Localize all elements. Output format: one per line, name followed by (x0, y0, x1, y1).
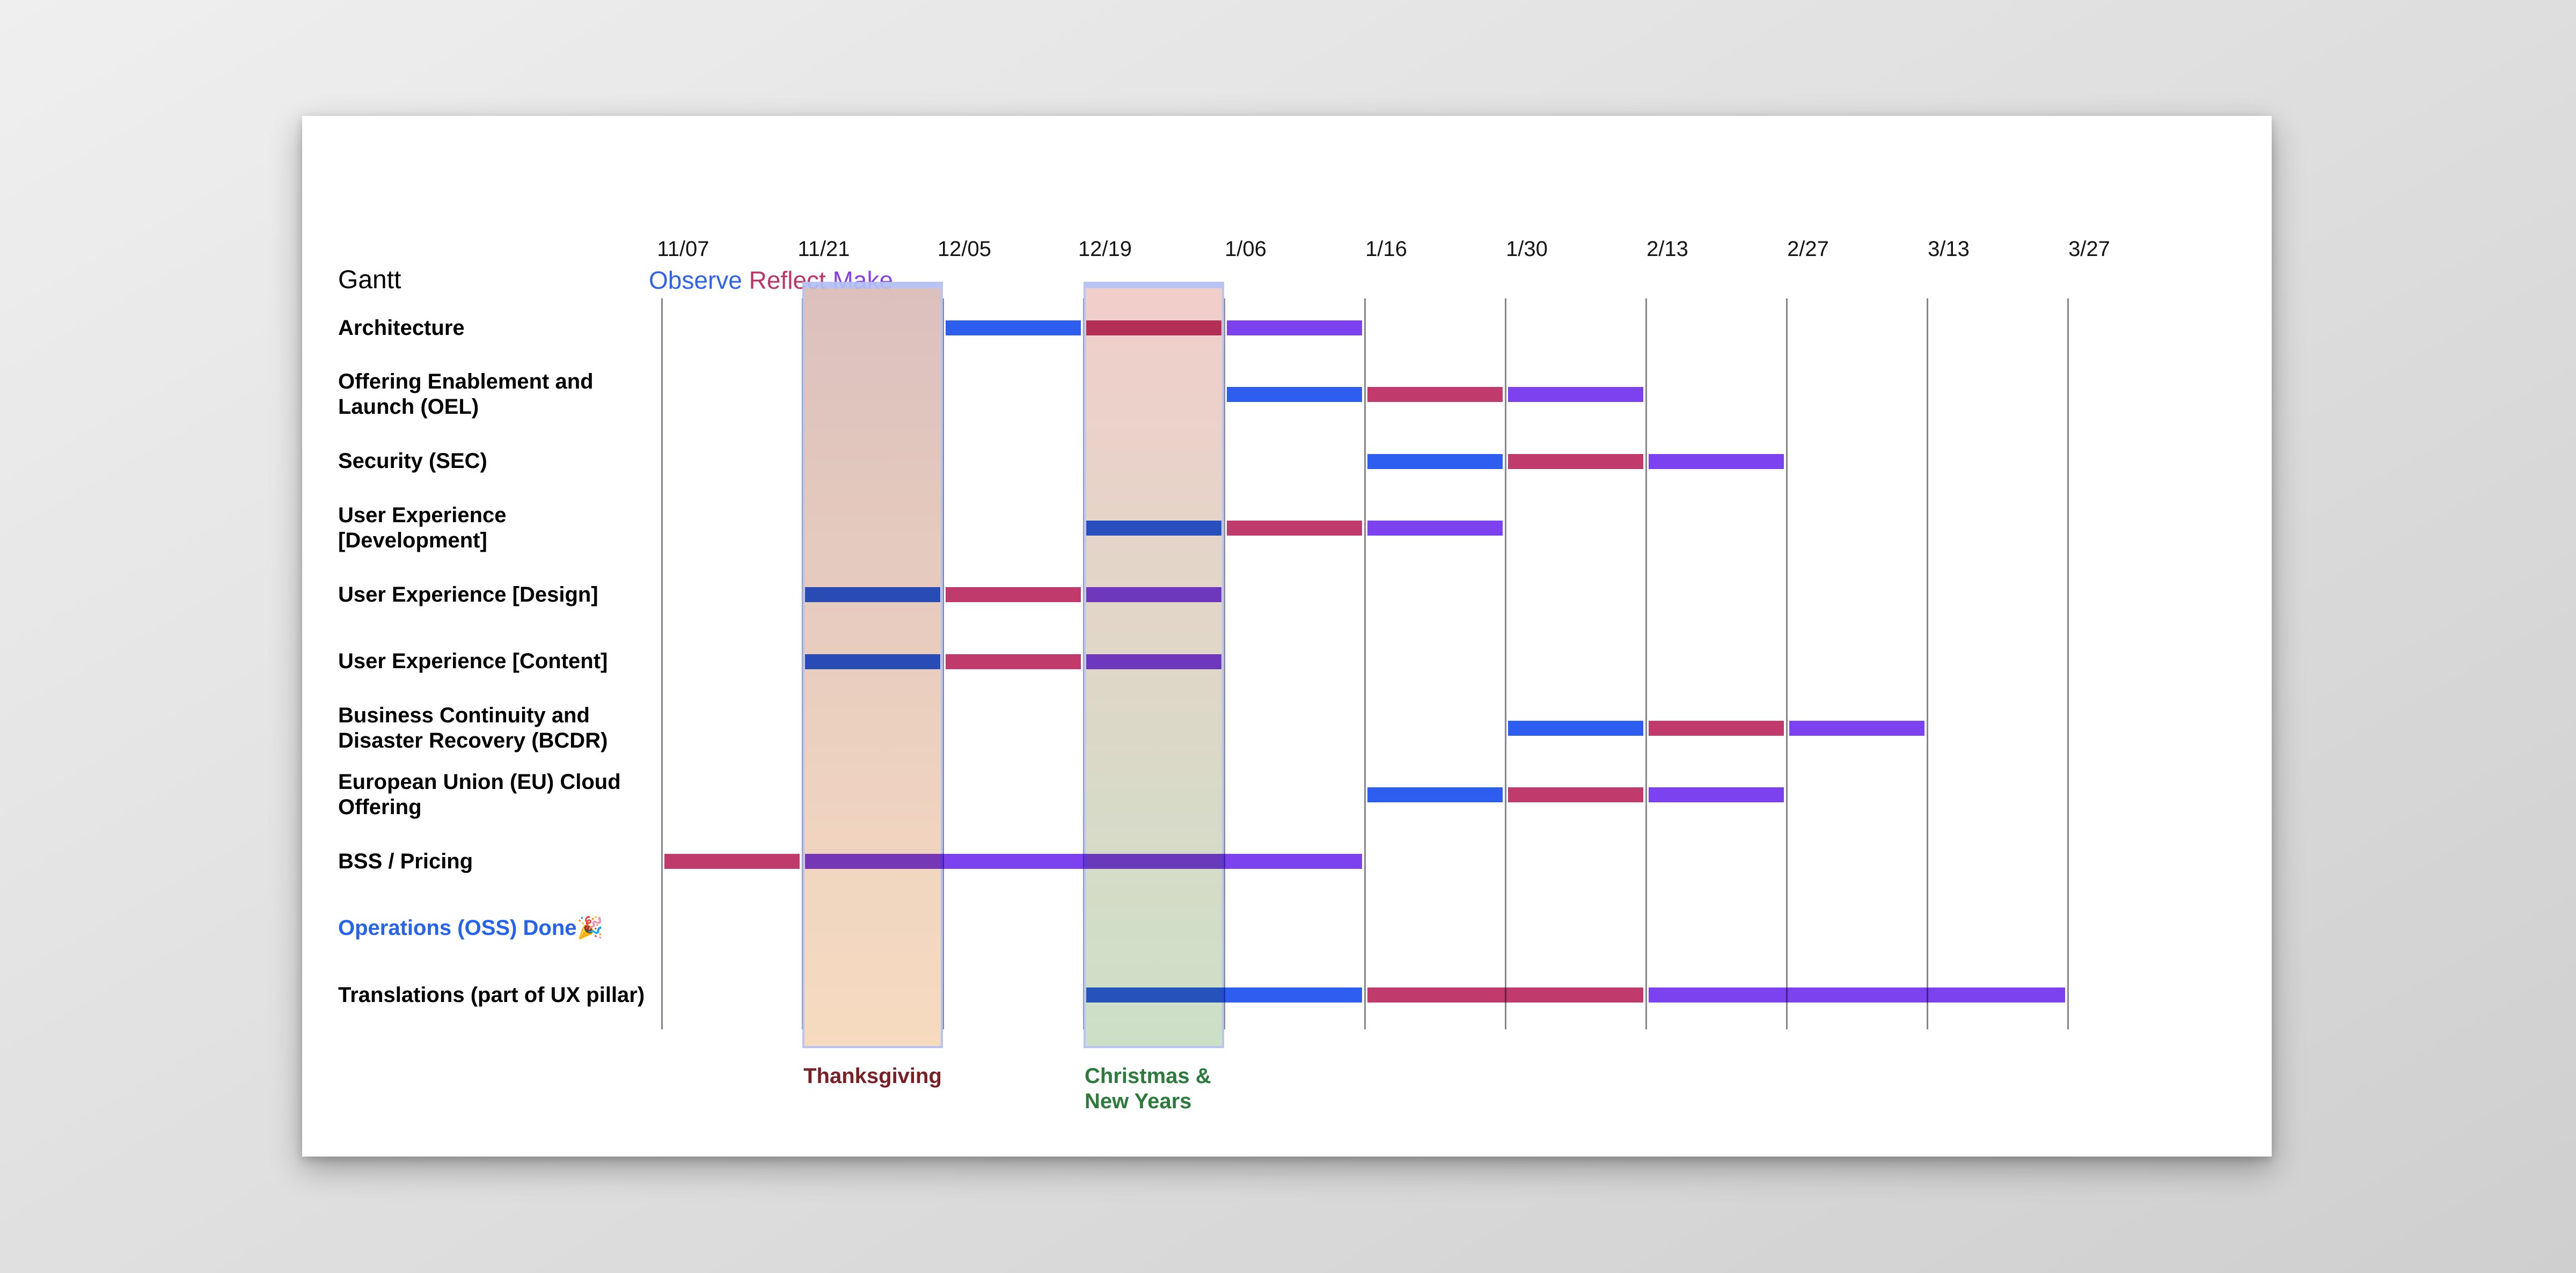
row-label: Operations (OSS) Done🎉 (338, 916, 604, 940)
chart-title: Gantt (338, 266, 401, 294)
row-label: Architecture (338, 316, 465, 340)
legend-item-observe[interactable]: Observe (649, 266, 742, 294)
row-label: Translations (part of UX pillar) (338, 983, 645, 1007)
gantt-bar-reflect[interactable] (1086, 320, 1221, 335)
gantt-bar-observe[interactable] (1086, 987, 1362, 1003)
gridline (1645, 298, 1647, 1029)
row-label: Offering Enablement and Launch (OEL) (338, 370, 594, 419)
gantt-bar-observe[interactable] (946, 320, 1081, 335)
gridline (1927, 298, 1928, 1029)
axis-tick-label: 11/21 (797, 237, 850, 261)
gantt-bar-observe[interactable] (1367, 787, 1503, 803)
holiday-band-label: Thanksgiving (803, 1064, 942, 1088)
row-label: User Experience [Content] (338, 649, 608, 673)
row-label: User Experience [Design] (338, 582, 598, 606)
gantt-bar-make[interactable] (1649, 453, 1784, 469)
axis-tick-label: 3/13 (1928, 237, 1970, 261)
gridline (661, 298, 663, 1029)
gantt-bar-make[interactable] (1649, 787, 1784, 803)
row-label: BSS / Pricing (338, 849, 473, 873)
row-label: User Experience [Development] (338, 503, 507, 552)
axis-tick-label: 2/27 (1787, 237, 1829, 261)
gantt-bar-observe[interactable] (805, 654, 940, 669)
gantt-bar-make[interactable] (1086, 654, 1221, 669)
gridline (1786, 298, 1788, 1029)
gantt-bar-observe[interactable] (1508, 720, 1643, 736)
axis-tick-label: 1/06 (1225, 237, 1267, 261)
gantt-bar-reflect[interactable] (946, 654, 1081, 669)
gantt-bar-make[interactable] (1367, 520, 1503, 536)
gantt-bar-make[interactable] (1789, 720, 1924, 736)
gridline (1224, 298, 1225, 1029)
gantt-bar-reflect[interactable] (1367, 987, 1643, 1003)
gantt-bar-reflect[interactable] (1367, 387, 1503, 403)
gantt-bar-make[interactable] (805, 854, 1362, 869)
row-label: Security (SEC) (338, 449, 487, 473)
gridline (1505, 298, 1506, 1029)
gridline (2067, 298, 2069, 1029)
holiday-band-label: Christmas & New Years (1085, 1064, 1211, 1113)
gridline (1364, 298, 1366, 1029)
gantt-bar-reflect[interactable] (1649, 720, 1784, 736)
gantt-bar-observe[interactable] (1367, 453, 1503, 469)
axis-tick-label: 1/30 (1506, 237, 1548, 261)
gantt-bar-observe[interactable] (1227, 387, 1362, 403)
legend: Observe Reflect Make (649, 267, 893, 293)
axis-tick-label: 12/05 (937, 237, 992, 261)
gantt-bar-reflect[interactable] (1508, 787, 1643, 803)
gantt-bar-reflect[interactable] (1508, 453, 1643, 469)
gantt-bar-reflect[interactable] (1227, 520, 1362, 536)
gantt-bar-make[interactable] (1086, 587, 1221, 603)
gantt-bar-observe[interactable] (805, 587, 940, 603)
axis-tick-label: 11/07 (657, 237, 709, 261)
axis-tick-label: 3/27 (2068, 237, 2110, 261)
axis-tick-label: 1/16 (1365, 237, 1407, 261)
gridline (942, 298, 944, 1029)
axis-tick-label: 12/19 (1078, 237, 1132, 261)
chart-card: Gantt Observe Reflect Make 11/07 11/21 12/… (302, 116, 2272, 1157)
gantt-bar-make[interactable] (1508, 387, 1643, 403)
gantt-bar-reflect[interactable] (664, 854, 800, 869)
row-label: Business Continuity and Disaster Recover… (338, 703, 608, 752)
gantt-bar-make[interactable] (1227, 320, 1362, 335)
gantt-bar-observe[interactable] (1086, 520, 1221, 536)
gantt-bar-make[interactable] (1649, 987, 2065, 1003)
axis-tick-label: 2/13 (1646, 237, 1688, 261)
row-label: European Union (EU) Cloud Offering (338, 770, 621, 820)
gantt-bar-reflect[interactable] (946, 587, 1081, 603)
